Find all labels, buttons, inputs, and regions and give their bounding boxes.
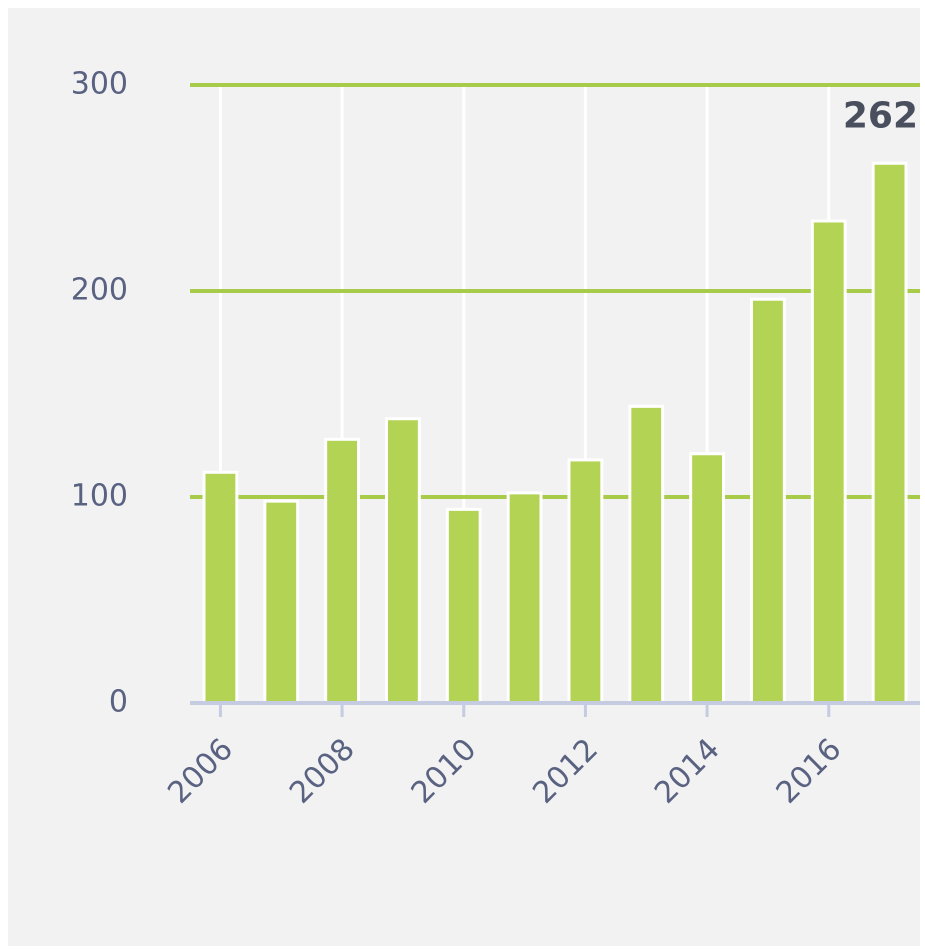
bar	[324, 437, 361, 705]
y-tick-label: 200	[71, 273, 128, 308]
y-tick-label: 300	[71, 67, 128, 102]
bar	[384, 417, 421, 705]
bar	[871, 161, 908, 705]
bar	[810, 219, 847, 705]
data-label: 262	[843, 95, 918, 136]
bar	[749, 297, 786, 705]
y-tick-label: 0	[109, 685, 128, 720]
bar	[506, 491, 543, 705]
y-tick-label: 100	[71, 479, 128, 514]
bar	[689, 452, 726, 705]
bar	[202, 470, 239, 705]
bar	[567, 458, 604, 705]
bar	[628, 404, 665, 705]
bar	[445, 507, 482, 705]
bar	[263, 499, 300, 705]
